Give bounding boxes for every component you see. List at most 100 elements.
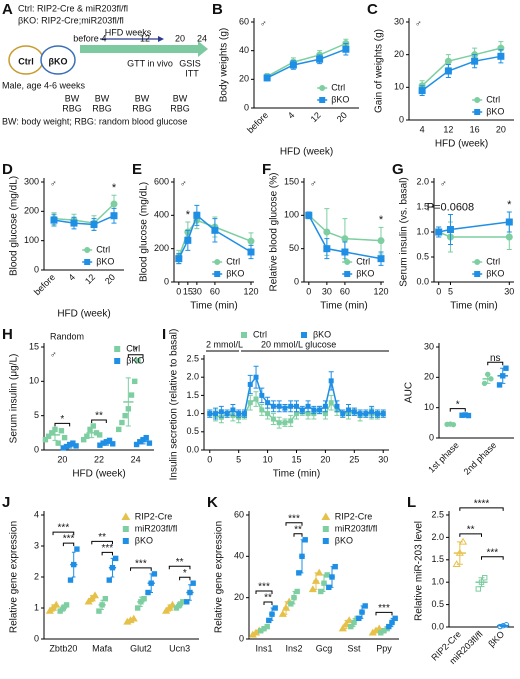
legend-label: βKO <box>356 268 374 278</box>
error-bar <box>100 599 104 611</box>
marker <box>318 588 324 595</box>
x-tick-label: 0 <box>436 286 441 296</box>
marker <box>324 572 330 578</box>
legend-label: Ctrl <box>331 82 345 92</box>
arrow-head <box>158 36 164 42</box>
error-bar <box>61 604 66 612</box>
y-axis-label: Serum insulin (μg/L) <box>9 354 20 444</box>
bracket <box>62 542 75 547</box>
timeline-label: 12 <box>140 33 150 43</box>
x-tick-label: Ins2 <box>285 643 302 653</box>
significance: *** <box>135 559 147 570</box>
error-bar <box>500 367 506 384</box>
bracket <box>459 533 482 537</box>
timeline-bar <box>80 45 198 53</box>
panel-letter: I <box>162 326 166 343</box>
y-tick-label: 0 <box>399 114 404 124</box>
sex-symbol: ♂ <box>50 178 57 188</box>
y-tick-label: 0 <box>34 444 39 454</box>
marker <box>247 381 253 387</box>
y-tick-label: 4 <box>34 509 39 519</box>
marker <box>259 392 265 398</box>
timeline-label: 20 <box>175 33 185 43</box>
x-tick-label: 4 <box>66 272 77 283</box>
significance: *** <box>258 582 270 593</box>
marker <box>505 233 513 241</box>
marker <box>374 411 380 417</box>
bracket <box>285 522 303 526</box>
marker <box>266 617 272 624</box>
cohort-label: Male, age 4-6 weeks <box>2 80 86 90</box>
error-bar <box>352 617 356 628</box>
legend-label: miR203fl/fl <box>135 523 178 533</box>
error-bar <box>139 596 143 607</box>
significance: ** <box>264 593 272 604</box>
x-tick-label: 15 <box>183 286 193 296</box>
x-tick-label: 30 <box>192 286 202 296</box>
schematic: A Ctrl: RIP2-Cre & miR203fl/fl βKO: RIP2… <box>2 1 208 126</box>
marker <box>334 403 340 409</box>
marker <box>218 409 224 415</box>
y-tick-label: 100 <box>284 210 299 220</box>
timeline-head <box>198 41 208 57</box>
y-tick-label: 60 <box>234 509 244 519</box>
measure: RBG <box>92 103 112 113</box>
legend-marker <box>214 259 221 265</box>
legend-marker <box>301 332 307 338</box>
marker <box>322 403 328 409</box>
error-bar <box>270 607 274 621</box>
marker <box>270 403 276 409</box>
marker <box>282 405 288 411</box>
x-tick-label: 1st phase <box>426 440 461 475</box>
marker <box>288 601 294 607</box>
marker <box>119 419 125 426</box>
marker <box>236 411 242 417</box>
marker <box>122 412 128 419</box>
x-tick-label: 25 <box>349 454 359 464</box>
bracket <box>91 540 113 545</box>
marker <box>141 596 147 602</box>
error-bar <box>89 595 94 603</box>
y-tick-label: 2.5 <box>186 353 199 363</box>
legend-label: Ctrl <box>486 256 500 266</box>
marker <box>190 580 196 586</box>
y-axis-label: Relative blood glucose (%) <box>269 173 280 292</box>
sex-symbol: ♂ <box>260 18 267 28</box>
legend-marker <box>474 97 481 103</box>
series-line <box>421 55 502 92</box>
marker <box>272 605 278 611</box>
marker <box>70 219 78 227</box>
x-tick-label: 5 <box>236 454 241 464</box>
marker <box>96 432 103 438</box>
error-bar <box>500 624 507 628</box>
significance: ** <box>176 557 184 568</box>
marker <box>392 615 398 622</box>
y-tick-label: 200 <box>154 243 169 253</box>
y-tick-label: 100 <box>24 235 39 245</box>
marker <box>253 374 259 380</box>
bracket <box>255 590 273 594</box>
legend-marker <box>344 259 351 265</box>
marker <box>317 407 323 413</box>
legend-label: βKO <box>335 535 353 545</box>
x-tick-label: Gcg <box>316 643 333 653</box>
y-axis-label: Relative gene expression <box>9 521 20 633</box>
y-axis-label: Blood glucose (mg/dL) <box>139 182 150 282</box>
legend-marker <box>114 346 121 352</box>
marker <box>84 433 90 439</box>
marker <box>341 248 349 256</box>
marker <box>505 218 513 226</box>
y-tick-label: 0 <box>34 633 39 643</box>
y-tick-label: 2.0 <box>431 532 444 542</box>
y-tick-label: 0.0 <box>416 276 429 286</box>
bracket <box>375 611 393 616</box>
error-bar <box>462 414 468 417</box>
error-bar <box>89 427 95 439</box>
marker <box>133 441 140 448</box>
legend-label: βKO <box>226 268 244 278</box>
y-tick-label: 2.5 <box>431 509 444 519</box>
legend-label: Ctrl <box>486 94 500 104</box>
legend-label: miR203fl/fl <box>335 523 378 533</box>
marker <box>55 440 61 446</box>
